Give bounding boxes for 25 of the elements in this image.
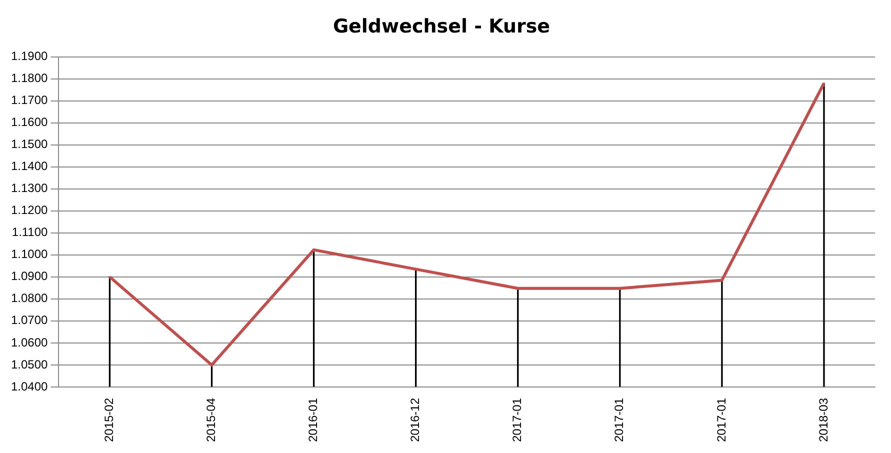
y-tick-label: 1.1400: [11, 159, 48, 174]
y-tick-label: 1.0800: [11, 291, 48, 306]
x-tick-label: 2017-01: [510, 398, 524, 442]
y-tick-label: 1.1000: [11, 247, 48, 262]
x-tick-label: 2017-01: [714, 398, 728, 442]
x-tick-label: 2015-02: [102, 398, 116, 442]
y-tick-label: 1.1300: [11, 181, 48, 196]
y-tick-label: 1.1100: [12, 225, 48, 240]
x-tick-label: 2018-03: [816, 398, 830, 442]
x-tick-label: 2017-01: [612, 398, 626, 442]
y-tick-label: 1.1600: [11, 115, 48, 130]
y-tick-label: 1.1700: [11, 93, 48, 108]
x-tick-label: 2016-12: [408, 398, 422, 442]
y-tick-label: 1.1500: [11, 137, 48, 152]
y-tick-label: 1.0700: [11, 313, 48, 328]
y-tick-label: 1.0400: [11, 379, 48, 394]
x-tick-label: 2016-01: [306, 398, 320, 442]
y-tick-label: 1.1200: [11, 203, 48, 218]
x-tick-label: 2015-04: [204, 398, 218, 442]
chart-title: Geldwechsel - Kurse: [332, 15, 550, 38]
y-tick-label: 1.1800: [11, 71, 48, 86]
y-tick-label: 1.0500: [11, 357, 48, 372]
y-tick-label: 1.1900: [11, 49, 48, 64]
y-tick-label: 1.0600: [11, 335, 48, 350]
y-tick-label: 1.0900: [11, 269, 48, 284]
